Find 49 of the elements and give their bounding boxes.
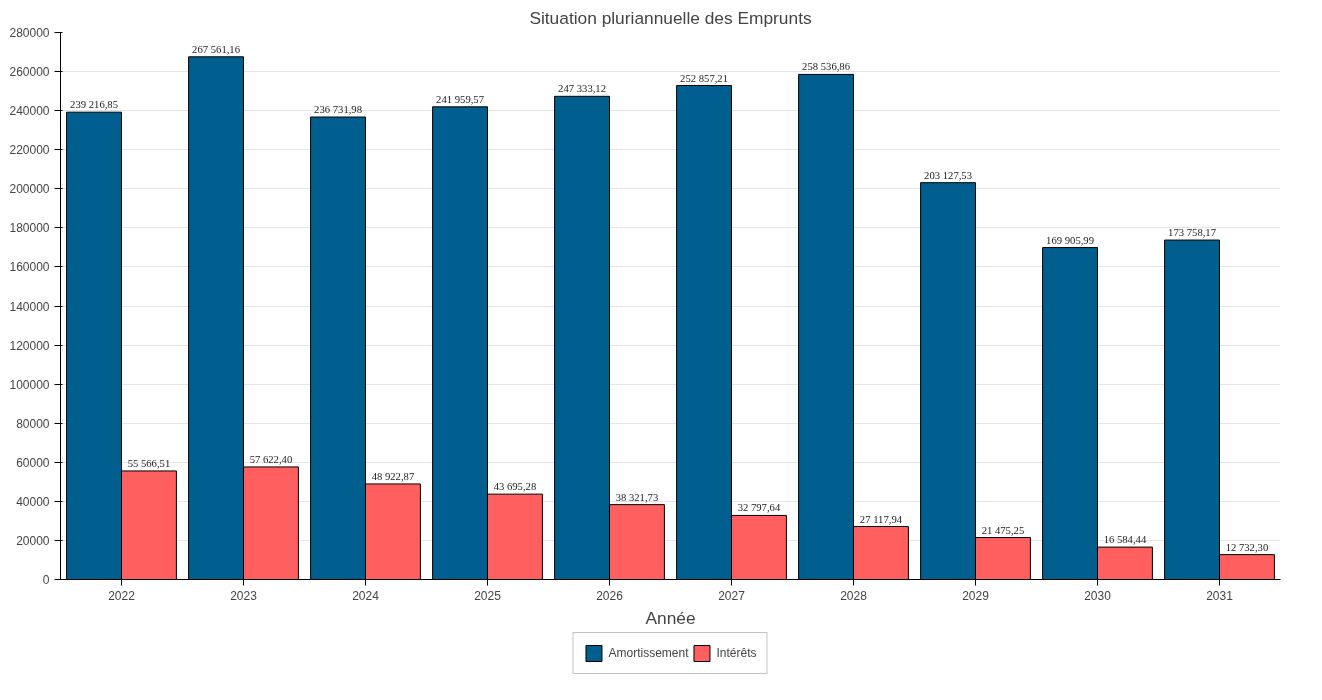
data-label: 169 905,99 [1046, 234, 1095, 246]
data-label: 12 732,30 [1225, 541, 1269, 553]
x-tick-label: 2026 [596, 588, 624, 603]
x-tick-label: 2022 [108, 588, 136, 603]
x-tick-label: 2031 [1206, 588, 1234, 603]
y-tick-label: 140000 [9, 299, 50, 314]
y-tick-label: 280000 [9, 26, 50, 40]
x-tick-label: 2030 [1084, 588, 1112, 603]
data-label: 32 797,64 [737, 502, 781, 514]
data-label: 258 536,86 [802, 61, 851, 73]
data-label: 239 216,85 [70, 99, 119, 111]
y-tick-label: 0 [42, 573, 50, 587]
data-label: 21 475,25 [981, 524, 1025, 536]
y-tick-label: 220000 [9, 143, 50, 158]
chart-title: Situation pluriannuelle des Emprunts [529, 7, 812, 28]
data-label: 55 566,51 [127, 457, 171, 469]
y-tick-label: 240000 [9, 104, 50, 119]
y-tick-label: 20000 [16, 533, 50, 548]
x-tick-label: 2029 [962, 588, 990, 603]
y-tick-label: 200000 [9, 182, 50, 197]
y-tick-label: 80000 [16, 416, 50, 431]
y-tick-label: 160000 [9, 260, 50, 275]
x-tick-label: 2025 [474, 588, 502, 603]
data-label: 267 561,16 [192, 43, 241, 55]
data-label: 48 922,87 [371, 470, 415, 482]
data-label: 247 333,12 [558, 83, 607, 95]
y-tick-label: 180000 [9, 221, 50, 236]
data-label: 236 731,98 [314, 104, 363, 116]
y-tick-label: 100000 [9, 377, 50, 392]
data-label: 252 857,21 [680, 72, 729, 84]
legend-label: Amortissement [608, 645, 689, 660]
data-label: 43 695,28 [493, 481, 537, 493]
data-label: 241 959,57 [436, 93, 485, 105]
legend-label: Intérêts [716, 645, 757, 660]
x-tick-label: 2028 [840, 588, 868, 603]
data-label: 173 758,17 [1168, 227, 1217, 239]
y-tick-label: 120000 [9, 338, 50, 353]
data-label: 203 127,53 [924, 169, 973, 181]
x-tick-label: 2027 [718, 588, 746, 603]
y-tick-label: 40000 [16, 494, 50, 509]
x-axis-title: Année [645, 607, 696, 628]
x-tick-label: 2024 [352, 588, 380, 603]
data-label: 16 584,44 [1103, 534, 1147, 546]
data-label: 38 321,73 [615, 491, 659, 503]
y-tick-label: 60000 [16, 455, 50, 470]
data-label: 57 622,40 [249, 453, 293, 465]
data-label: 27 117,94 [859, 513, 903, 525]
y-tick-label: 260000 [9, 65, 50, 80]
x-tick-label: 2023 [230, 588, 258, 603]
